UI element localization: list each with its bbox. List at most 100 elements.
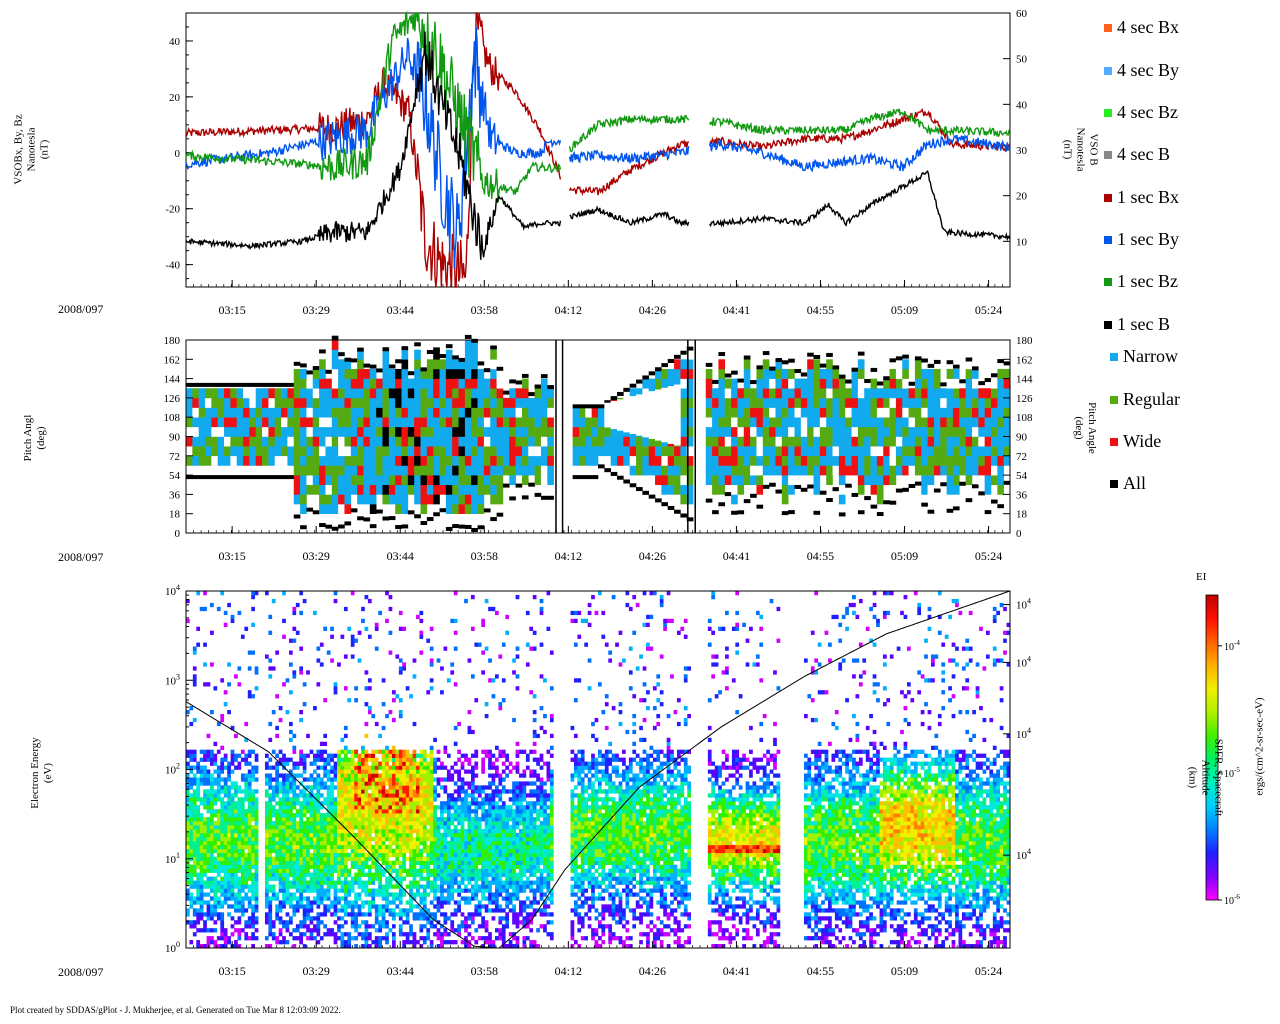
spectrogram-cell (271, 856, 276, 862)
pitch-cell (851, 388, 859, 399)
spectrogram-cell (343, 940, 348, 945)
pitch-cell (718, 407, 726, 418)
pitch-cell (832, 417, 840, 428)
pitch-cell (395, 494, 402, 505)
pitch-cell (357, 475, 364, 486)
pitch-cell (388, 426, 396, 437)
spectrogram-cell (357, 825, 362, 830)
spectrogram-cell (220, 713, 225, 719)
spectrogram-cell (289, 848, 293, 854)
pitch-cell (686, 426, 694, 437)
spectrogram-cell (419, 860, 424, 865)
pitch-cell (889, 388, 897, 399)
pitch-cell (186, 388, 193, 399)
pitch-cell (331, 504, 339, 514)
spectrogram-cell (392, 801, 396, 806)
spectrogram-cell (416, 789, 420, 794)
pitch-cell (883, 455, 890, 466)
spectrogram-cell (223, 825, 228, 830)
pitch-cell (769, 368, 776, 379)
spectrogram-cell (323, 896, 328, 901)
pitch-lower-envelope (731, 510, 738, 515)
spectrogram-cell (340, 916, 345, 921)
pitch-cell (769, 417, 776, 428)
spectrogram-cell (350, 797, 355, 802)
spectrogram-cell (275, 840, 279, 846)
spectrogram-cell (203, 860, 207, 865)
pitch-cell (838, 417, 846, 428)
spectrogram-cell (313, 844, 317, 850)
pitch-cell (420, 484, 428, 495)
pitch-cell (515, 446, 523, 457)
spectrogram-cell (220, 769, 225, 774)
pitch-cell (990, 455, 998, 466)
spectrogram-cell (392, 900, 396, 905)
pitch-cell (908, 417, 916, 428)
spectrogram-cell (398, 809, 403, 814)
pitch-cell (718, 465, 726, 476)
spectrogram-cell (347, 900, 352, 905)
spectrogram-cell (223, 753, 228, 758)
pitch-cell (889, 378, 897, 389)
spectrogram-cell (364, 821, 369, 826)
spectrogram-cell (199, 856, 204, 862)
spectrogram-cell (350, 642, 355, 647)
spectrogram-cell (326, 832, 331, 838)
pitch-upper-envelope (851, 367, 859, 372)
pitch-cell (540, 407, 548, 418)
spectrogram-cell (337, 876, 341, 881)
pitch-cell (902, 397, 909, 408)
spectrogram-cell (299, 591, 304, 596)
pitch-cell (578, 455, 586, 466)
pitch-lower-envelope (933, 488, 941, 493)
spectrogram-cell (416, 809, 420, 814)
spectrogram-cell (381, 916, 386, 921)
pitch-cell (464, 436, 472, 447)
pitch-cell (211, 446, 218, 457)
spectrogram-cell (361, 789, 365, 794)
spectrogram-cell (330, 844, 334, 850)
pitch-lower-envelope (426, 517, 434, 522)
pitch-cell (217, 388, 225, 399)
pitch-cell (1003, 368, 1011, 379)
spectrogram-cell (227, 888, 231, 893)
pitch-cell (211, 436, 218, 447)
spectrogram-cell (237, 932, 242, 937)
spectrogram-cell (196, 852, 201, 858)
spectrogram-cell (374, 805, 379, 810)
spectrogram-cell (316, 829, 321, 834)
spectrogram-cell (395, 825, 400, 830)
pitch-cell (781, 378, 789, 389)
spectrogram-cell (302, 836, 307, 842)
pitch-cell (230, 446, 238, 457)
pitch-cell (1003, 455, 1011, 466)
pitch-cell (376, 475, 383, 486)
spectrogram-cell (313, 856, 317, 862)
spectrogram-cell (203, 662, 207, 667)
spectrogram-cell (206, 749, 211, 754)
spectrogram-cell (350, 908, 355, 913)
spectrogram-cell (354, 928, 358, 933)
spectrogram-cell (237, 844, 242, 850)
spectrogram-cell (192, 844, 197, 850)
spectrogram-cell (412, 884, 417, 889)
spectrogram-cell (319, 844, 324, 850)
spectrogram-cell (203, 844, 207, 850)
pitch-cell (445, 349, 453, 360)
pitch-cell (724, 397, 732, 408)
spectrogram-cell (357, 773, 362, 778)
pitch-cell (826, 455, 833, 466)
spectrogram-cell (289, 690, 293, 695)
spectrogram-cell (326, 757, 331, 762)
spectrogram-cell (381, 896, 386, 901)
pitch-lower-envelope (350, 508, 358, 513)
spectrogram-cell (330, 848, 334, 854)
pitch-cell (990, 475, 998, 486)
spectrogram-cell (330, 793, 334, 798)
spectrogram-cell (295, 765, 300, 770)
pitch-cell (547, 417, 554, 428)
spectrogram-cell (192, 832, 197, 838)
spectrogram-cell (371, 856, 376, 862)
spectrogram-cell (285, 817, 290, 822)
pitch-cell (997, 455, 1004, 466)
